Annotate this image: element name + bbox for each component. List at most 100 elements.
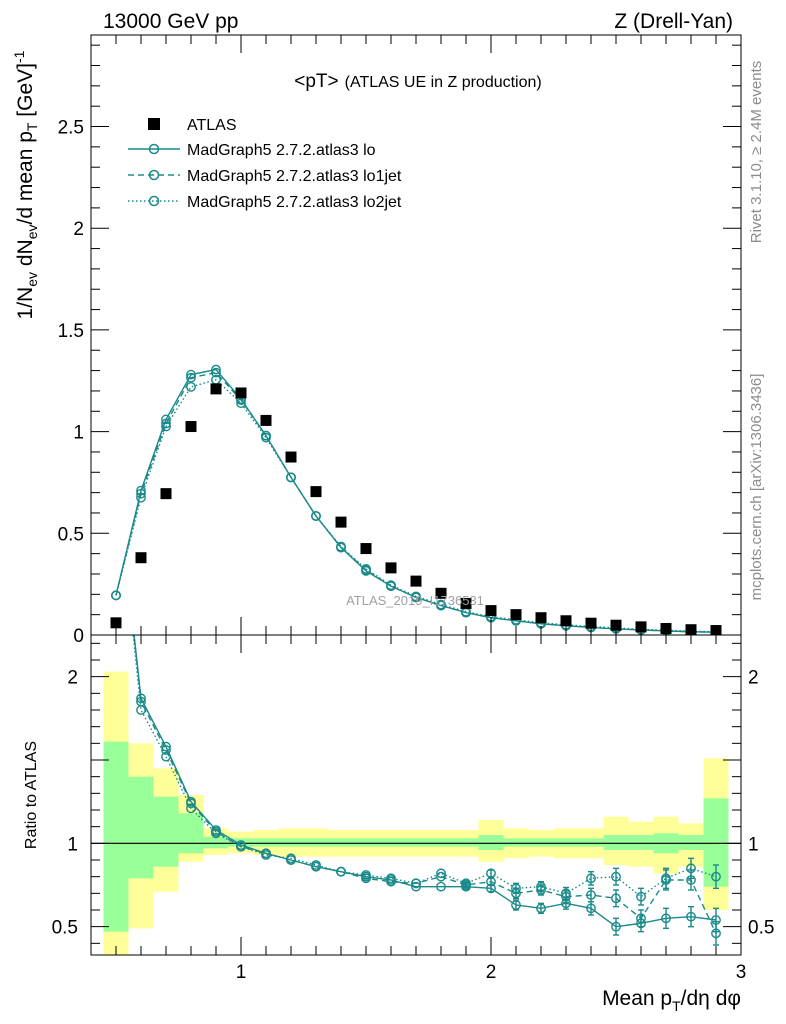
legend: ATLAS MadGraph5 2.7.2.atlas3 lo MadGraph…: [128, 117, 402, 211]
ratio-point: [411, 878, 421, 889]
ratio-point: [386, 876, 396, 887]
ratio-point: [261, 850, 271, 860]
main-y-tick-label: 2: [73, 219, 84, 240]
ratio-point: [536, 881, 546, 892]
ratio-point: [686, 863, 696, 874]
atlas-data-point: [360, 543, 372, 555]
band-inner-bin: [603, 835, 629, 850]
band-inner-bin: [453, 838, 479, 847]
x-tick-label: 2: [486, 962, 497, 983]
ratio-point: [611, 921, 621, 932]
mc-point: [436, 599, 446, 610]
atlas-data-point: [260, 414, 272, 426]
ratio-point: [661, 913, 671, 924]
ratio-point: [586, 890, 596, 900]
legend-label-lo2jet: MadGraph5 2.7.2.atlas3 lo2jet: [187, 194, 402, 211]
plot-title-detail: (ATLAS UE in Z production): [345, 74, 542, 91]
ratio-point: [611, 893, 621, 904]
band-inner-bin: [203, 836, 229, 849]
mc-point: [161, 418, 171, 429]
mc-point: [211, 364, 221, 375]
ratio-point: [136, 705, 146, 715]
mc-point: [236, 398, 246, 409]
atlas-data-point: [585, 617, 597, 629]
axes-ticks: 1 2 3 0 0.5 1 1.5 2 2.5 0.5 0.5 1 1 2 2: [52, 35, 774, 983]
band-inner-bin: [303, 838, 329, 847]
ratio-point: [286, 853, 296, 864]
band-inner-bin: [178, 813, 204, 854]
ratio-point: [711, 928, 721, 939]
ratio-point: [361, 873, 371, 884]
band-inner-bin: [353, 838, 379, 847]
mc-point: [336, 541, 346, 552]
atlas-data-point: [610, 619, 622, 631]
band-inner-bin: [328, 838, 354, 847]
ratio-point: [112, 464, 120, 472]
ratio-point: [436, 871, 446, 882]
atlas-data-point: [510, 609, 522, 621]
band-inner-bin: [253, 838, 279, 847]
ratio-panel-series: [112, 464, 721, 946]
band-inner-bin: [628, 835, 654, 850]
band-inner-bin: [278, 838, 304, 847]
ratio-point: [236, 841, 246, 852]
mc-point: [261, 432, 271, 443]
ratio-y-tick-label-left: 2: [67, 668, 78, 689]
rivet-version-label: Rivet 3.1.10, ≥ 2.4M events: [748, 61, 765, 244]
ratio-y-tick-label-right: 1: [748, 834, 759, 855]
ratio-y-tick-label-left: 0.5: [52, 918, 78, 939]
ratio-y-tick-label-right: 2: [748, 668, 759, 689]
band-inner-bin: [403, 838, 429, 847]
band-inner-bin: [103, 741, 129, 932]
band-inner-bin: [553, 838, 579, 847]
ratio-point: [636, 891, 646, 902]
ratio-point: [161, 741, 171, 752]
x-tick-label: 1: [236, 962, 247, 983]
band-inner-bin: [478, 835, 504, 850]
legend-marker-atlas: [148, 118, 160, 130]
main-y-tick-label: 0: [73, 626, 84, 647]
legend-marker-lo2jet: [148, 195, 160, 207]
mc-point: [386, 580, 396, 591]
mc-point: [286, 472, 296, 483]
ratio-point: [411, 881, 421, 892]
ratio-line-2: [132, 635, 717, 898]
ratio-y-tick-label-left: 1: [67, 834, 78, 855]
main-y-tick-label: 2.5: [58, 118, 84, 139]
atlas-data-point: [460, 597, 472, 609]
mc-point: [211, 367, 221, 378]
ratio-y-tick-label-right: 0.5: [748, 918, 774, 939]
ratio-point: [486, 868, 496, 879]
ratio-point: [112, 464, 120, 472]
band-inner-bin: [428, 838, 454, 847]
ratio-point: [711, 871, 721, 882]
plot-title-main: <pT>: [294, 71, 338, 92]
main-y-tick-label: 1.5: [58, 321, 84, 342]
ratio-point: [661, 873, 671, 884]
ratio-point: [436, 881, 446, 892]
legend-marker-lo: [148, 143, 160, 155]
atlas-data-point: [535, 612, 547, 624]
atlas-data-point: [435, 587, 447, 599]
ratio-point: [686, 911, 696, 922]
mc-point: [311, 511, 321, 521]
analysis-watermark: ATLAS_2019_I1736531: [346, 593, 484, 608]
ratio-point: [361, 870, 371, 880]
mc-point: [411, 591, 421, 602]
band-inner-bin: [678, 835, 704, 850]
ratio-y-axis-title: Ratio to ATLAS: [23, 741, 40, 849]
ratio-point: [186, 803, 196, 814]
x-tick-label: 3: [736, 962, 747, 983]
ratio-point: [586, 903, 596, 914]
mc-point: [361, 563, 371, 574]
ratio-point: [386, 873, 396, 884]
legend-marker-lo1jet: [148, 169, 160, 181]
ratio-point: [636, 913, 646, 924]
mc-point: [186, 372, 196, 383]
atlas-data-point: [110, 617, 122, 629]
band-inner-bin: [503, 838, 529, 847]
main-y-tick-label: 1: [73, 423, 84, 444]
band-inner-bin: [153, 796, 179, 867]
mc-point: [186, 381, 196, 392]
